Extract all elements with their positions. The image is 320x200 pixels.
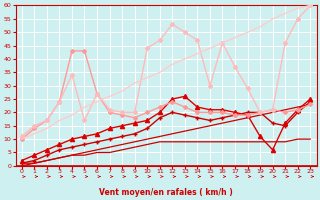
X-axis label: Vent moyen/en rafales ( km/h ): Vent moyen/en rafales ( km/h ) xyxy=(99,188,233,197)
